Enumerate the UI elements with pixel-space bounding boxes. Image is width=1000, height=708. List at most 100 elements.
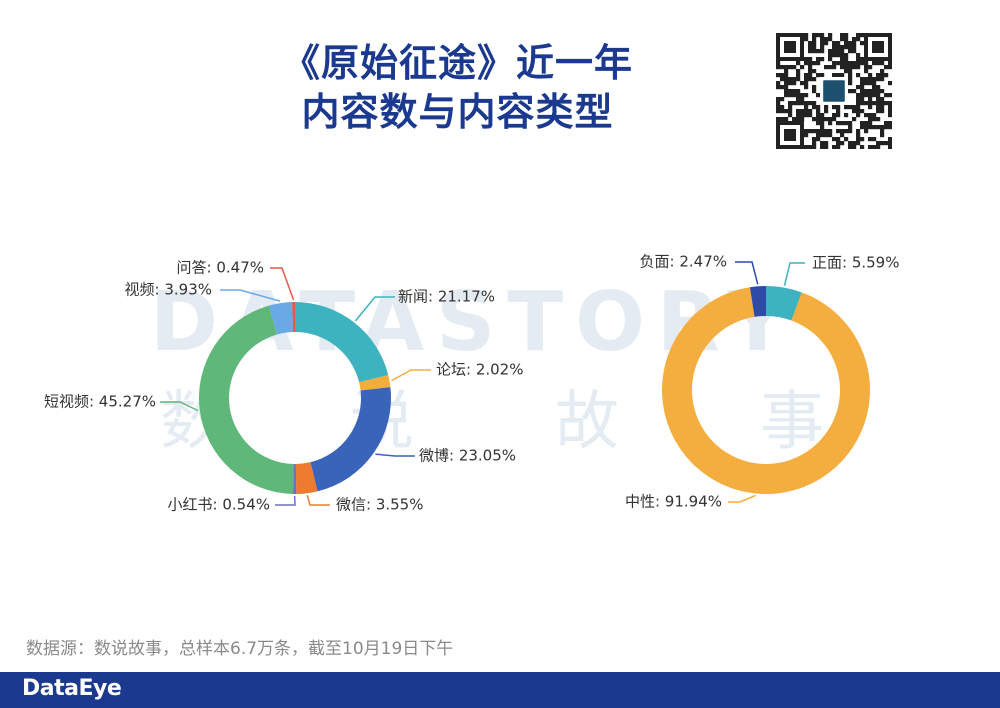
qr-module — [856, 61, 861, 66]
qr-module — [816, 93, 821, 98]
qr-module — [860, 125, 865, 130]
qr-module — [824, 41, 829, 46]
qr-module — [812, 33, 817, 38]
qr-module — [832, 61, 837, 66]
qr-module — [856, 113, 861, 118]
qr-module — [868, 105, 873, 110]
qr-module — [788, 77, 793, 82]
qr-module — [816, 133, 821, 138]
qr-module — [828, 57, 833, 62]
qr-module — [872, 89, 877, 94]
qr-module — [884, 101, 889, 106]
qr-module — [812, 77, 817, 82]
qr-module — [836, 109, 841, 114]
qr-module — [816, 61, 821, 66]
qr-module — [884, 121, 889, 126]
qr-module — [820, 57, 825, 62]
donut1-slice-微博 — [310, 387, 391, 492]
qr-module — [804, 109, 809, 114]
qr-module — [868, 65, 873, 70]
qr-module — [880, 125, 885, 130]
qr-module — [848, 141, 853, 146]
qr-module — [800, 109, 805, 114]
donut2-label-正面: 正面: 5.59% — [812, 254, 899, 272]
qr-module — [824, 133, 829, 138]
donut1-slice-微信 — [295, 462, 318, 494]
qr-module — [860, 85, 865, 90]
qr-module — [844, 41, 849, 46]
qr-module — [832, 45, 837, 50]
qr-module — [820, 141, 825, 146]
qr-module — [812, 41, 817, 46]
qr-module — [816, 109, 821, 114]
donut1-leader-短视频 — [160, 401, 199, 412]
qr-module — [864, 89, 869, 94]
qr-module — [844, 105, 849, 110]
donut2-slice-正面 — [766, 286, 802, 321]
qr-module — [856, 109, 861, 114]
qr-module — [780, 77, 785, 82]
qr-module — [880, 141, 885, 146]
qr-module — [800, 117, 805, 122]
qr-module — [860, 121, 865, 126]
qr-module — [808, 101, 813, 106]
qr-module — [784, 65, 789, 70]
qr-module — [792, 89, 797, 94]
qr-module — [792, 65, 797, 70]
qr-module — [792, 93, 797, 98]
qr-module — [784, 69, 789, 74]
qr-module — [848, 61, 853, 66]
qr-module — [860, 137, 865, 142]
qr-module — [812, 61, 817, 66]
qr-module — [888, 81, 892, 86]
qr-module — [844, 33, 849, 38]
qr-module — [804, 129, 809, 134]
qr-module — [816, 137, 821, 142]
qr-module — [792, 81, 797, 86]
qr-module — [872, 137, 877, 142]
qr-module — [840, 45, 845, 50]
qr-module — [840, 53, 845, 58]
qr-module — [812, 137, 817, 142]
donut1-label-论坛: 论坛: 2.02% — [436, 361, 523, 379]
donut1-slice-短视频 — [199, 305, 294, 494]
qr-module — [808, 77, 813, 82]
qr-module — [828, 37, 833, 42]
qr-module — [828, 121, 833, 126]
donut1-leader-论坛 — [391, 369, 431, 382]
qr-module — [780, 73, 785, 78]
qr-module — [856, 57, 861, 62]
qr-module — [820, 49, 825, 54]
qr-module — [800, 97, 805, 102]
qr-module — [812, 129, 817, 134]
qr-module — [876, 85, 881, 90]
qr-module — [780, 109, 785, 114]
qr-module — [872, 77, 877, 82]
footer-bar: DataEye — [0, 672, 1000, 708]
qr-module — [856, 33, 861, 38]
qr-module — [812, 49, 817, 54]
qr-module — [872, 113, 877, 118]
qr-module — [864, 77, 869, 82]
qr-module — [856, 105, 861, 110]
qr-module — [800, 81, 805, 86]
qr-module — [824, 37, 829, 42]
qr-module — [776, 117, 781, 122]
qr-module — [868, 77, 873, 82]
qr-module — [864, 61, 869, 66]
qr-module — [776, 109, 781, 114]
qr-module — [868, 113, 873, 118]
qr-module — [872, 85, 877, 90]
qr-module — [844, 137, 849, 142]
qr-module — [784, 117, 789, 122]
qr-module — [868, 125, 873, 130]
qr-module — [796, 93, 801, 98]
qr-module — [816, 121, 821, 126]
qr-module — [836, 73, 841, 78]
qr-module — [828, 49, 833, 54]
qr-module — [824, 145, 829, 149]
qr-module — [808, 69, 813, 74]
qr-module — [848, 145, 853, 149]
qr-module — [816, 113, 821, 118]
